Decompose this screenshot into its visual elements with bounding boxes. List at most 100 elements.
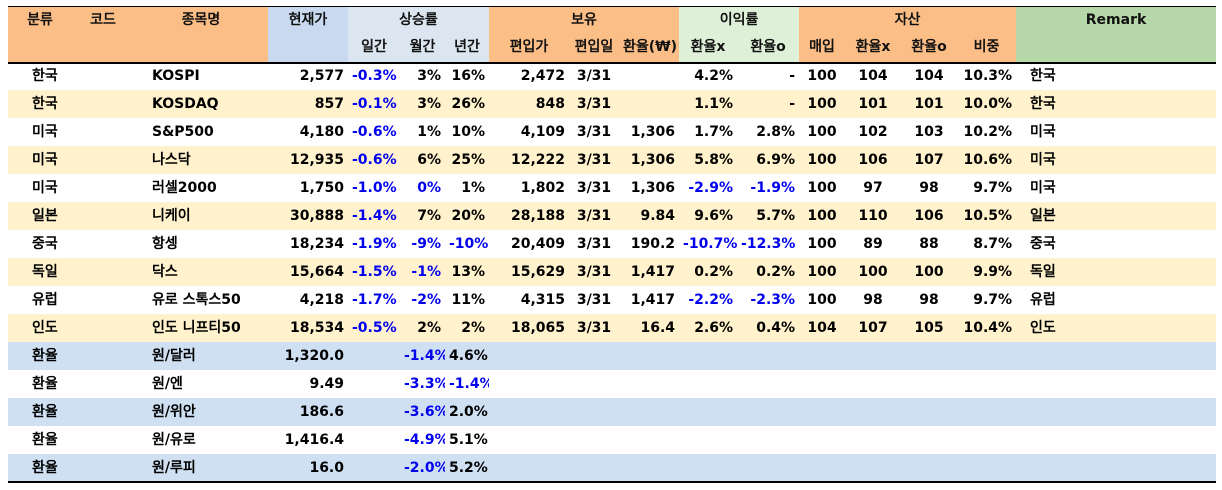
cell-buy-date: 3/31	[576, 124, 612, 140]
cell-empty	[348, 370, 400, 398]
cell-code	[72, 230, 134, 258]
header-sub-row: 일간 월간 년간 편입가 편입일 환율(₩) 환율x 환율o 매입 환율x 환율…	[8, 33, 1217, 62]
cell-purchase: 100	[807, 124, 837, 140]
cell-empty	[799, 454, 846, 482]
header-ret-o: 환율o	[737, 33, 800, 62]
cell-price: 30,888	[268, 202, 348, 230]
header-asset-o: 환율o	[901, 33, 958, 62]
cell-fx-rate	[619, 62, 679, 90]
cell-price: 4,180	[299, 124, 344, 140]
header-asset: 자산	[799, 7, 1017, 33]
fx-row: 환율 원/달러 1,320.0 -1.4% 4.6%	[8, 342, 1217, 370]
table-row: 일본 니케이 30,888 -1.4% 7% 20% 28,188 3/31 9.84 9.6% 5…	[8, 202, 1217, 230]
cell-empty	[901, 426, 957, 454]
cell-year: 2.0%	[445, 398, 489, 426]
table-row: 미국 러셀2000 1,750 -1.0% 0% 1% 1,802 3/31 1,306 -2.9…	[8, 174, 1216, 202]
cell-empty	[619, 398, 680, 426]
cell-buy-date: 3/31	[576, 236, 612, 252]
cell-remark: 한국	[1030, 68, 1056, 84]
cell-price: 18,534	[268, 314, 348, 342]
header-weight: 비중	[957, 33, 1017, 62]
cell-asset-o: 103	[914, 124, 944, 140]
header-buy-date: 편입일	[569, 33, 619, 62]
cell-purchase: 100	[807, 68, 837, 84]
cell-year: 25%	[445, 146, 489, 174]
cell-year: 16%	[451, 68, 485, 84]
cell-ret-o: -	[789, 68, 796, 84]
cell-asset-o: 104	[914, 68, 944, 84]
cell-weight: 8.7%	[973, 236, 1013, 252]
cell-code	[72, 258, 134, 286]
cell-empty	[799, 342, 846, 370]
cell-month: 6%	[400, 146, 445, 174]
cell-buy-price: 4,315	[520, 292, 565, 308]
cell-year: 1%	[461, 180, 485, 196]
cell-ret-o: 6.9%	[737, 146, 800, 174]
cell-fx-rate: 1,417	[630, 292, 676, 308]
cell-empty	[845, 398, 902, 426]
cell-purchase: 100	[799, 258, 846, 286]
cell-buy-price: 848	[489, 90, 569, 118]
cell-buy-price: 15,629	[489, 258, 569, 286]
cell-weight: 9.7%	[973, 180, 1013, 196]
cell-name: 니케이	[134, 202, 268, 230]
cell-price: 1,416.4	[284, 432, 344, 448]
cell-weight: 10.2%	[963, 124, 1013, 140]
header-sub-empty	[134, 33, 268, 62]
cell-empty	[737, 342, 800, 370]
cell-empty	[957, 454, 1017, 482]
cell-weight: 9.9%	[957, 258, 1017, 286]
cell-empty	[72, 342, 134, 370]
cell-purchase: 104	[799, 314, 846, 342]
cell-year: 5.1%	[449, 432, 488, 448]
cell-fx-rate: 1,417	[619, 258, 680, 286]
cell-empty	[489, 370, 569, 398]
cell-buy-date: 3/31	[576, 180, 612, 196]
cell-ret-x: 4.2%	[694, 68, 734, 84]
cell-empty	[1016, 426, 1216, 454]
cell-buy-price: 28,188	[489, 202, 569, 230]
cell-category: 환율	[32, 376, 58, 392]
cell-day: -1.9%	[352, 236, 397, 252]
cell-empty	[569, 426, 619, 454]
cell-ret-x: -2.2%	[688, 292, 734, 308]
table-row: 한국 KOSDAQ 857 -0.1% 3% 26% 848 3/31 1.1% -100 101 1…	[8, 90, 1217, 118]
cell-category: 한국	[8, 90, 72, 118]
header-holding: 보유	[489, 7, 680, 33]
cell-price: 2,577	[299, 68, 344, 84]
cell-name: 나스닥	[134, 146, 268, 174]
cell-year: 13%	[445, 258, 489, 286]
cell-asset-o: 107	[901, 146, 958, 174]
cell-month: -2%	[411, 292, 441, 308]
cell-code	[72, 118, 134, 146]
cell-empty	[737, 454, 800, 482]
cell-asset-o: 98	[919, 180, 939, 196]
cell-year: -10%	[449, 236, 489, 252]
cell-weight: 9.7%	[973, 292, 1013, 308]
table-row: 미국 나스닥 12,935 -0.6% 6% 25% 12,222 3/31 1,306 5.8%…	[8, 146, 1217, 174]
cell-remark: 중국	[1030, 236, 1056, 252]
cell-buy-date: 3/31	[576, 292, 612, 308]
header-month: 월간	[400, 33, 445, 62]
header-sub-empty	[8, 33, 72, 62]
cell-month: -1%	[400, 258, 445, 286]
header-asset-x: 환율x	[845, 33, 902, 62]
cell-empty	[901, 454, 958, 482]
cell-remark: 독일	[1016, 258, 1217, 286]
cell-code	[72, 314, 134, 342]
cell-empty	[489, 454, 569, 482]
cell-price: 857	[268, 90, 348, 118]
cell-year: 26%	[445, 90, 489, 118]
cell-month: -9%	[411, 236, 441, 252]
table-row: 인도 인도 니프티50 18,534 -0.5% 2% 2% 18,065 3/31 16.4 2…	[8, 314, 1217, 342]
cell-empty	[1016, 454, 1217, 482]
header-purchase: 매입	[799, 33, 846, 62]
cell-code	[72, 202, 134, 230]
cell-fx-rate: 190.2	[630, 236, 676, 252]
cell-asset-x: 104	[858, 68, 888, 84]
cell-remark: 미국	[1016, 146, 1217, 174]
cell-ret-o: -1.9%	[750, 180, 796, 196]
cell-buy-price: 2,472	[520, 68, 565, 84]
cell-empty	[348, 398, 400, 426]
cell-ret-o: 2.8%	[756, 124, 796, 140]
